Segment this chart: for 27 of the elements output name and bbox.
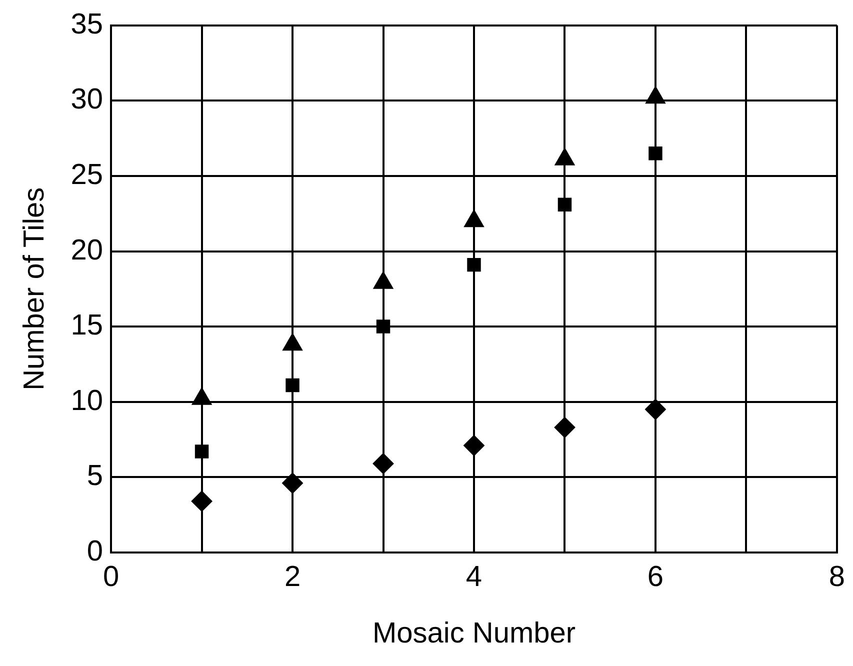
point	[644, 398, 666, 420]
y-tick-label: 30	[70, 84, 104, 116]
point	[376, 320, 390, 334]
point	[554, 416, 576, 438]
point	[191, 490, 212, 512]
y-tick-label: 0	[86, 535, 104, 568]
point	[282, 472, 304, 494]
x-tick-label: 2	[284, 560, 301, 593]
point	[467, 258, 481, 272]
point	[464, 210, 484, 228]
point	[372, 453, 394, 474]
point	[554, 148, 575, 166]
point	[194, 444, 209, 458]
x-tick-label: 6	[647, 560, 664, 593]
x-tick-label: 4	[466, 560, 482, 593]
point	[645, 86, 666, 104]
point	[463, 434, 484, 456]
y-tick-label: 15	[70, 310, 104, 342]
y-tick-label: 20	[70, 234, 104, 266]
y-axis-title: Number of Tiles	[18, 187, 50, 390]
y-tick-label: 10	[70, 384, 104, 417]
y-tick-label: 25	[70, 158, 104, 191]
y-tick-label: 35	[70, 8, 104, 40]
point	[286, 378, 300, 392]
y-tick-label: 5	[86, 460, 104, 492]
x-tick-label: 8	[828, 560, 846, 593]
x-axis-title: Mosaic Number	[372, 618, 576, 650]
